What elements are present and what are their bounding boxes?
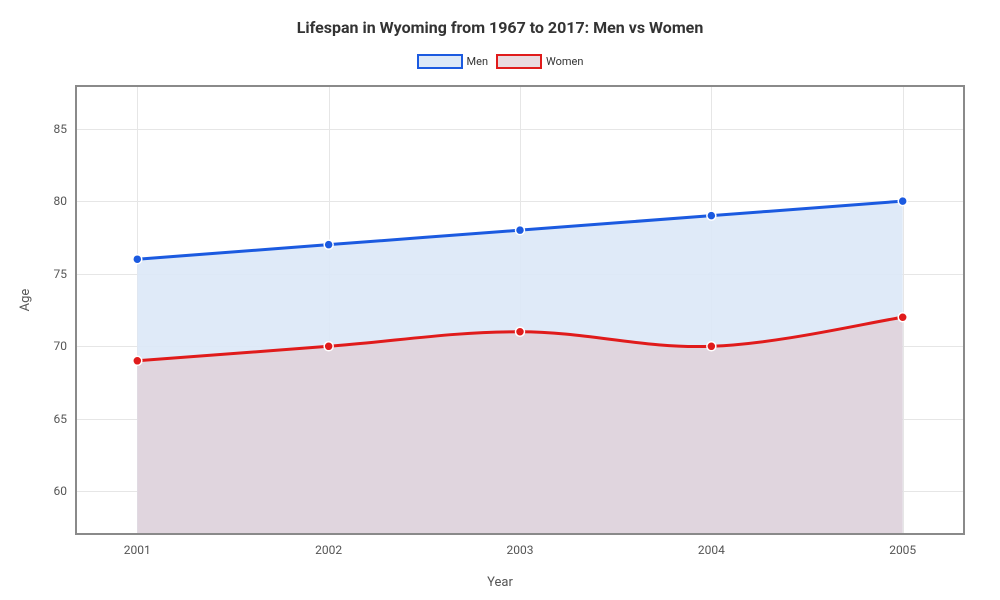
x-tick-label: 2004	[698, 535, 725, 557]
data-point	[324, 240, 333, 249]
legend-swatch-women	[496, 54, 542, 69]
data-point	[898, 197, 907, 206]
data-point	[133, 356, 142, 365]
y-tick-label: 80	[54, 194, 76, 208]
data-point	[324, 342, 333, 351]
data-point	[707, 342, 716, 351]
y-tick-label: 60	[54, 484, 76, 498]
y-tick-label: 75	[54, 267, 76, 281]
y-tick-label: 65	[54, 412, 76, 426]
legend-label-men: Men	[467, 55, 489, 68]
chart-container: Lifespan in Wyoming from 1967 to 2017: M…	[0, 0, 1000, 600]
data-point	[898, 313, 907, 322]
legend: Men Women	[0, 54, 1000, 69]
chart-svg	[75, 85, 965, 535]
x-axis-title: Year	[0, 575, 1000, 590]
chart-title: Lifespan in Wyoming from 1967 to 2017: M…	[0, 18, 1000, 37]
data-point	[707, 211, 716, 220]
data-point	[516, 226, 525, 235]
x-tick-label: 2002	[315, 535, 342, 557]
legend-item-women: Women	[496, 54, 583, 69]
y-tick-label: 85	[54, 122, 76, 136]
legend-label-women: Women	[546, 55, 583, 68]
legend-item-men: Men	[417, 54, 489, 69]
plot-area: 60657075808520012002200320042005	[75, 85, 965, 535]
legend-swatch-men	[417, 54, 463, 69]
x-tick-label: 2005	[889, 535, 916, 557]
y-axis-title: Age	[18, 289, 33, 312]
data-point	[133, 255, 142, 264]
data-point	[516, 327, 525, 336]
x-tick-label: 2001	[124, 535, 151, 557]
y-tick-label: 70	[54, 339, 76, 353]
x-tick-label: 2003	[507, 535, 534, 557]
